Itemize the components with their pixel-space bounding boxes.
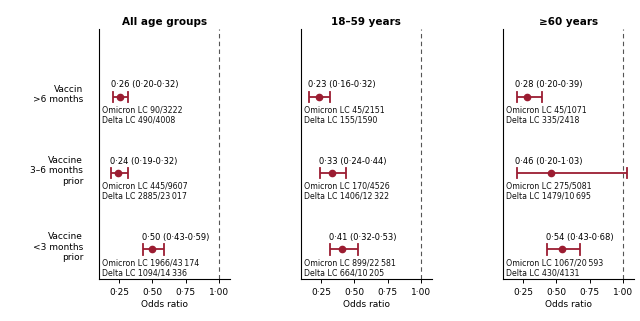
X-axis label: Odds ratio: Odds ratio [141, 300, 188, 309]
Title: ≥60 years: ≥60 years [539, 17, 598, 27]
Text: Delta LC 1406/12 322: Delta LC 1406/12 322 [304, 192, 389, 201]
Text: Omicron LC 170/4526: Omicron LC 170/4526 [304, 182, 390, 191]
Text: 0·23 (0·16-0·32): 0·23 (0·16-0·32) [308, 80, 376, 89]
Text: Delta LC 664/10 205: Delta LC 664/10 205 [304, 268, 384, 277]
Text: Vaccine
<3 months
prior: Vaccine <3 months prior [33, 232, 83, 262]
Text: Omicron LC 45/2151: Omicron LC 45/2151 [304, 106, 385, 115]
Text: 0·54 (0·43-0·68): 0·54 (0·43-0·68) [546, 233, 614, 242]
Text: Vaccin
>6 months: Vaccin >6 months [33, 85, 83, 104]
Text: Omicron LC 1067/20 593: Omicron LC 1067/20 593 [506, 258, 603, 267]
Text: Omicron LC 45/1071: Omicron LC 45/1071 [506, 106, 587, 115]
Text: 0·28 (0·20-0·39): 0·28 (0·20-0·39) [515, 80, 583, 89]
Text: 0·24 (0·19-0·32): 0·24 (0·19-0·32) [110, 157, 177, 166]
Text: 0·41 (0·32-0·53): 0·41 (0·32-0·53) [329, 233, 397, 242]
Text: Delta LC 335/2418: Delta LC 335/2418 [506, 116, 579, 125]
X-axis label: Odds ratio: Odds ratio [545, 300, 592, 309]
Text: Omicron LC 275/5081: Omicron LC 275/5081 [506, 182, 591, 191]
Text: Omicron LC 1966/43 174: Omicron LC 1966/43 174 [102, 258, 199, 267]
Text: Delta LC 2885/23 017: Delta LC 2885/23 017 [102, 192, 187, 201]
Text: Omicron LC 90/3222: Omicron LC 90/3222 [102, 106, 182, 115]
Text: Vaccine
3–6 months
prior: Vaccine 3–6 months prior [30, 156, 83, 186]
Title: 18–59 years: 18–59 years [332, 17, 401, 27]
Text: 0·33 (0·24-0·44): 0·33 (0·24-0·44) [319, 157, 386, 166]
Text: 0·50 (0·43-0·59): 0·50 (0·43-0·59) [142, 233, 209, 242]
Text: Delta LC 155/1590: Delta LC 155/1590 [304, 116, 377, 125]
Text: Delta LC 1479/10 695: Delta LC 1479/10 695 [506, 192, 591, 201]
Text: Delta LC 1094/14 336: Delta LC 1094/14 336 [102, 268, 187, 277]
X-axis label: Odds ratio: Odds ratio [343, 300, 390, 309]
Text: Omicron LC 445/9607: Omicron LC 445/9607 [102, 182, 188, 191]
Text: 0·46 (0·20-1·03): 0·46 (0·20-1·03) [515, 157, 583, 166]
Text: 0·26 (0·20-0·32): 0·26 (0·20-0·32) [111, 80, 179, 89]
Text: Delta LC 490/4008: Delta LC 490/4008 [102, 116, 175, 125]
Text: Delta LC 430/4131: Delta LC 430/4131 [506, 268, 579, 277]
Title: All age groups: All age groups [122, 17, 207, 27]
Text: Omicron LC 899/22 581: Omicron LC 899/22 581 [304, 258, 396, 267]
